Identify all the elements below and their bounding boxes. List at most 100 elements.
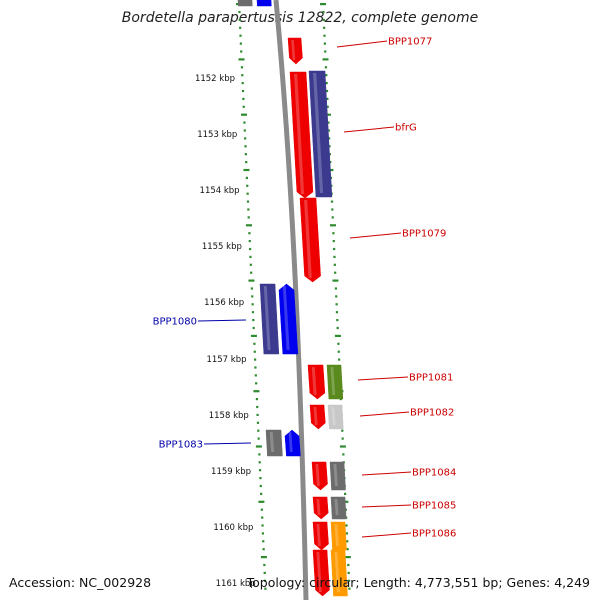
gene-arrow[interactable] <box>309 404 326 430</box>
gene-label-leader <box>349 232 402 239</box>
gene-arrow[interactable] <box>330 521 347 551</box>
ruler-minor-tick <box>244 153 247 156</box>
ruler-minor-tick <box>247 216 250 219</box>
gene-arrow[interactable] <box>289 71 314 199</box>
ruler-minor-tick <box>258 453 261 456</box>
ruler-minor-tick <box>334 271 337 274</box>
ruler-minor-tick <box>342 453 345 456</box>
ruler-minor-tick <box>327 129 330 132</box>
ruler-minor-tick <box>240 50 243 53</box>
gene-label-leader <box>197 319 247 322</box>
ruler-minor-tick <box>249 247 252 251</box>
gene-arrow[interactable] <box>237 0 253 7</box>
gene-arrow[interactable] <box>284 429 301 457</box>
gene-label[interactable]: BPP1077 <box>388 37 432 48</box>
gene-arrow-shade <box>313 73 324 193</box>
gene-label[interactable]: BPP1085 <box>412 501 456 512</box>
ruler-minor-tick <box>344 492 347 495</box>
gene-arrow-shade <box>311 367 317 395</box>
ruler-minor-tick <box>254 366 257 369</box>
ruler-minor-tick <box>250 287 253 290</box>
ruler-minor-tick <box>249 255 252 258</box>
ruler-major-tick <box>250 334 257 337</box>
gene-label[interactable]: BPP1081 <box>409 373 453 384</box>
ruler-minor-tick <box>244 137 247 140</box>
ruler-minor-tick <box>251 303 254 306</box>
gene-arrow-shade <box>263 286 271 350</box>
backbone-line <box>273 0 309 600</box>
ruler-minor-tick <box>250 271 253 274</box>
gene-arrow[interactable] <box>308 70 333 198</box>
gene-label[interactable]: BPP1082 <box>410 408 454 419</box>
gene-arrow-shade <box>269 432 275 452</box>
gene-arrow[interactable] <box>330 496 347 520</box>
ruler-minor-tick <box>328 145 331 148</box>
ruler-minor-tick <box>238 10 241 14</box>
gene-arrow-shade <box>333 464 338 486</box>
gene-arrow[interactable] <box>312 549 330 597</box>
gene-arrow-shade <box>334 499 339 515</box>
ruler-minor-tick <box>261 524 264 527</box>
ruler-minor-tick <box>328 153 331 156</box>
gene-arrow[interactable] <box>259 283 280 355</box>
gene-arrow[interactable] <box>312 521 329 551</box>
gene-label[interactable]: BPP1084 <box>412 468 456 479</box>
ruler-minor-tick <box>322 10 325 14</box>
gene-label[interactable]: bfrG <box>395 123 417 134</box>
ruler-minor-tick <box>346 540 349 543</box>
gene-arrow[interactable] <box>327 404 344 430</box>
gene-arrow[interactable] <box>278 283 299 355</box>
gene-arrow[interactable] <box>329 461 346 491</box>
scale-label: 1160 kbp <box>213 523 253 533</box>
ruler-minor-tick <box>257 437 260 440</box>
scale-label: 1154 kbp <box>200 186 240 196</box>
ruler-minor-tick <box>246 192 249 195</box>
gene-label[interactable]: BPP1079 <box>402 229 446 240</box>
ruler-minor-tick <box>326 97 329 100</box>
ruler-major-tick <box>243 168 250 172</box>
ruler-major-tick <box>248 279 255 282</box>
ruler-major-tick <box>320 3 326 6</box>
gene-label-leader <box>336 40 388 48</box>
ruler-major-tick <box>339 445 346 448</box>
gene-arrow[interactable] <box>287 37 303 65</box>
ruler-major-tick <box>334 334 341 337</box>
gene-label[interactable]: BPP1080 <box>153 317 197 328</box>
gene-arrow-shade <box>294 74 305 194</box>
ruler-minor-tick <box>261 532 265 535</box>
ruler-major-tick <box>324 113 331 116</box>
scale-label: 1159 kbp <box>211 467 251 477</box>
gene-arrow[interactable] <box>311 461 328 491</box>
gene-arrow[interactable] <box>326 364 344 400</box>
ruler-minor-tick <box>336 326 339 330</box>
gene-arrow[interactable] <box>312 496 329 520</box>
ruler-minor-tick <box>251 295 254 298</box>
ruler-minor-tick <box>241 74 244 77</box>
ruler-major-tick <box>238 58 245 61</box>
gene-arrow[interactable] <box>265 429 283 457</box>
ruler-minor-tick <box>245 176 249 179</box>
gene-label[interactable]: BPP1086 <box>412 529 456 540</box>
scale-labels: 1152 kbp 1153 kbp 1154 kbp 1155 kbp 1156 kbp… <box>195 74 256 589</box>
gene-arrow-shade <box>304 200 312 278</box>
gene-arrow[interactable] <box>330 549 348 597</box>
ruler-minor-tick <box>323 34 326 37</box>
ruler-minor-tick <box>348 587 351 590</box>
ruler-major-tick <box>255 445 262 448</box>
ruler-minor-tick <box>263 579 267 582</box>
gene-arrow[interactable] <box>307 364 326 400</box>
ruler-minor-tick <box>258 469 262 472</box>
ruler-minor-tick <box>330 200 334 203</box>
ruler-minor-tick <box>262 540 265 543</box>
ruler-minor-tick <box>336 319 339 322</box>
ruler-minor-tick <box>325 89 329 93</box>
gene-arrow-shade <box>316 499 321 515</box>
ruler-minor-tick <box>345 524 348 527</box>
gene-arrow[interactable] <box>256 0 272 7</box>
gene-arrow[interactable] <box>299 197 321 283</box>
ruler-minor-tick <box>341 437 344 440</box>
gene-label[interactable]: BPP1083 <box>159 440 203 451</box>
ruler-major-tick <box>332 279 339 282</box>
ruler-minor-tick <box>337 342 340 345</box>
gene-label-leader <box>361 532 412 538</box>
